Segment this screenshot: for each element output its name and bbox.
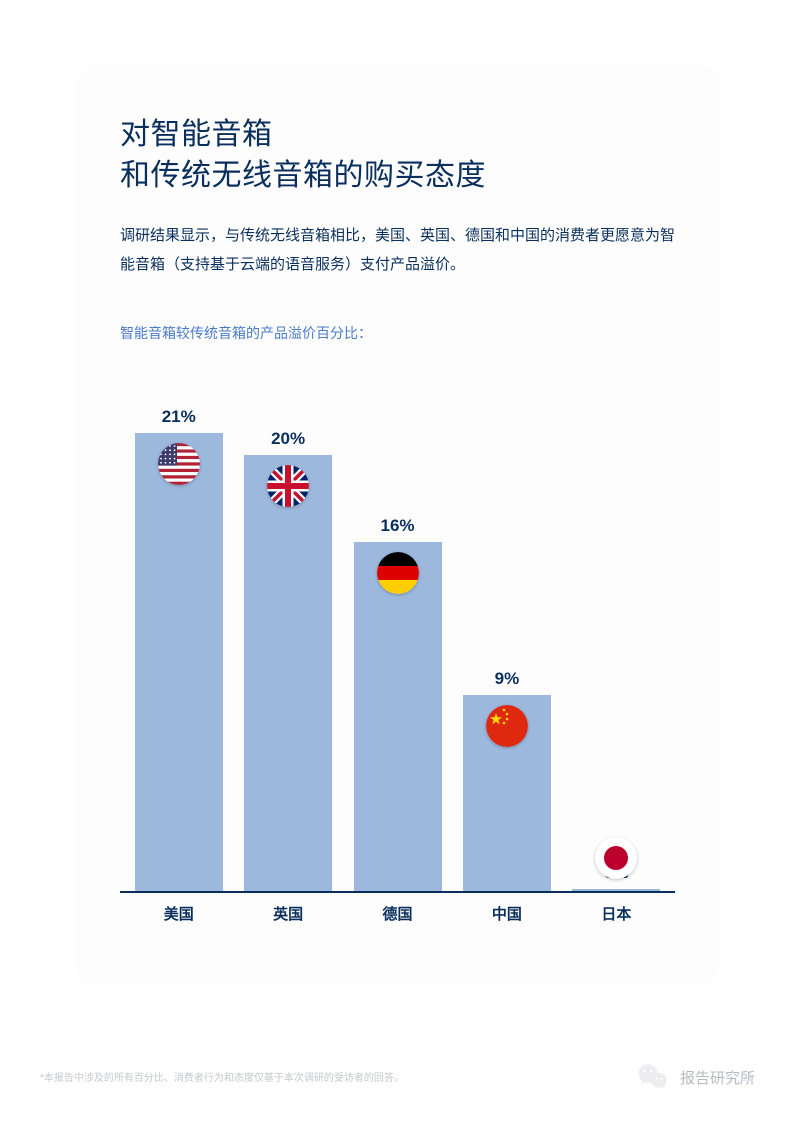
bar-value-label: 16%: [381, 516, 415, 536]
x-axis-label: 德国: [343, 903, 452, 924]
bar-value-label: 9%: [495, 669, 520, 689]
title-line-2: 和传统无线音箱的购买态度: [120, 159, 486, 192]
x-axis-labels: 美国英国德国中国日本: [120, 903, 675, 924]
bar-slot: 0%: [562, 393, 671, 891]
page-number: 21: [741, 1072, 753, 1084]
wechat-icon: [636, 1060, 670, 1094]
content-panel: 对智能音箱 和传统无线音箱的购买态度 调研结果显示，与传统无线音箱相比，美国、英…: [75, 65, 720, 985]
x-axis-label: 中国: [452, 903, 561, 924]
cn-flag-icon: [486, 705, 528, 747]
bar-rect: [135, 433, 223, 891]
bar-value-label: 21%: [162, 407, 196, 427]
bar-slot: 20%: [233, 393, 342, 891]
x-axis-label: 日本: [562, 903, 671, 924]
page-title: 对智能音箱 和传统无线音箱的购买态度: [120, 115, 675, 196]
bars-container: 21% 20% 16% 9% 0%: [120, 393, 675, 893]
de-flag-icon: [377, 552, 419, 594]
bar-value-label: 20%: [271, 429, 305, 449]
uk-flag-icon: [267, 465, 309, 507]
chart-subtitle: 智能音箱较传统音箱的产品溢价百分比：: [120, 323, 675, 343]
bar-slot: 21%: [124, 393, 233, 891]
bar-rect: [572, 889, 660, 891]
bar-chart: 21% 20% 16% 9% 0% 美国英国德国中国日本: [120, 393, 675, 933]
bar-slot: 16%: [343, 393, 452, 891]
x-axis-label: 英国: [233, 903, 342, 924]
description-text: 调研结果显示，与传统无线音箱相比，美国、英国、德国和中国的消费者更愿意为智能音箱…: [120, 222, 675, 279]
us-flag-icon: [158, 443, 200, 485]
jp-flag-icon: [595, 837, 637, 879]
bar-rect: [354, 542, 442, 891]
title-line-1: 对智能音箱: [120, 118, 273, 151]
x-axis-label: 美国: [124, 903, 233, 924]
footnote-text: *本报告中涉及的所有百分比、消费者行为和态度仅基于本次调研的受访者的回答。: [40, 1069, 404, 1084]
bar-rect: [463, 695, 551, 891]
bar-rect: [244, 455, 332, 891]
bar-slot: 9%: [452, 393, 561, 891]
footer-source: 报告研究所: [636, 1060, 755, 1094]
